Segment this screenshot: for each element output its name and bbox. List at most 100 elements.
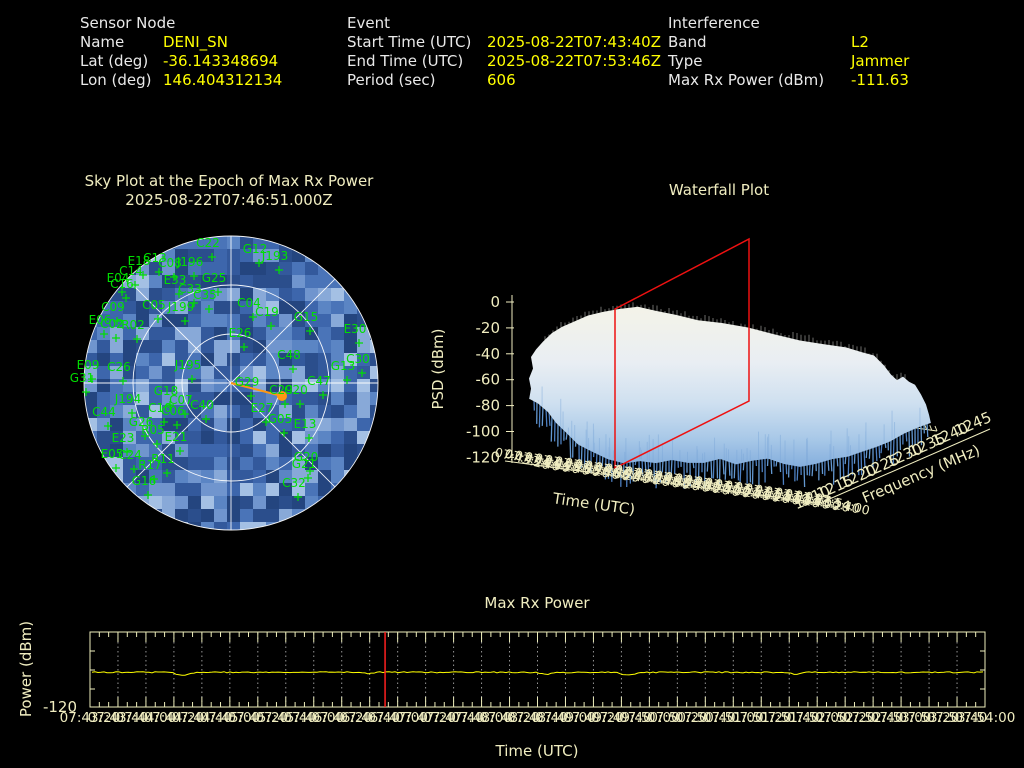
svg-text:07:46:40: 07:46:40: [339, 710, 400, 726]
svg-text:J196: J196: [176, 255, 203, 269]
svg-text:07:53:20: 07:53:20: [899, 710, 960, 726]
jammer-bearing-line: [230, 382, 283, 397]
svg-text:G16: G16: [132, 474, 157, 488]
svg-text:E13: E13: [294, 417, 317, 431]
satellite-C02: C02: [100, 317, 124, 342]
svg-text:07:47:40: 07:47:40: [423, 710, 484, 726]
svg-text:C02: C02: [100, 317, 124, 331]
sensor-node-title: Sensor Node: [80, 14, 176, 32]
satellite-G18: G18: [154, 384, 179, 409]
svg-text:07:45:40: 07:45:40: [255, 710, 316, 726]
svg-text:E09: E09: [77, 358, 100, 372]
svg-text:R02: R02: [121, 318, 145, 332]
svg-text:07:50:00: 07:50:00: [619, 710, 680, 726]
svg-text:E30: E30: [344, 322, 367, 336]
power-plot-graphic: 07:43:2007:43:4007:44:0007:44:2007:44:40…: [60, 631, 1016, 726]
svg-text:G18: G18: [154, 384, 179, 398]
svg-text:C24: C24: [118, 448, 142, 462]
svg-text:G13: G13: [331, 359, 356, 373]
satellite-R02: R02: [121, 318, 145, 343]
satellite-C19: C19: [255, 305, 279, 330]
svg-text:C47: C47: [307, 374, 331, 388]
svg-text:G20: G20: [294, 450, 319, 464]
sky-grid: [83, 235, 379, 531]
svg-text:G15: G15: [294, 310, 319, 324]
waterfall-title: Waterfall Plot: [668, 181, 770, 199]
svg-text:0: 0: [490, 293, 500, 311]
svg-text:E04: E04: [107, 271, 130, 285]
svg-text:07:52:40: 07:52:40: [843, 710, 904, 726]
satellite-C08: C08: [158, 256, 182, 281]
jammer-marker-dot: [277, 391, 287, 401]
svg-text:-100: -100: [466, 423, 500, 441]
svg-text:G26: G26: [129, 415, 154, 429]
satellite-C26: C26: [107, 360, 131, 385]
svg-text:-80: -80: [476, 397, 501, 415]
satellite-C29: C29: [269, 383, 293, 408]
svg-text:07:44:00: 07:44:00: [116, 710, 177, 726]
event-end-value: 2025-08-22T07:53:46Z: [487, 52, 661, 70]
waterfall-time-tick-labels: 07:43:2007:43:4007:44:0007:44:2007:44:40…: [493, 444, 871, 518]
interference-panel: Interference Band L2 Type Jammer Max Rx …: [668, 14, 909, 90]
satellite-J194: J194: [114, 392, 141, 417]
svg-text:C40: C40: [190, 398, 214, 412]
satellite-C09: C09: [101, 300, 125, 325]
svg-text:C16: C16: [110, 277, 134, 291]
svg-text:C35: C35: [193, 288, 217, 302]
satellite-C24: C24: [118, 448, 142, 473]
sensor-name-label: Name: [80, 33, 125, 51]
satellite-C47: C47: [307, 374, 331, 399]
svg-text:07:50:20: 07:50:20: [647, 710, 708, 726]
satellite-G12: G12: [243, 242, 267, 267]
waterfall-time-axis: [504, 460, 821, 504]
satellite-G15: G15: [294, 310, 319, 335]
svg-text:C10: C10: [148, 401, 172, 415]
svg-text:07:50:40: 07:50:40: [675, 710, 736, 726]
sensor-name-row: Name DENI_SN: [80, 33, 228, 52]
svg-text:07:43:20: 07:43:20: [60, 710, 121, 726]
satellite-C05: C05: [142, 298, 166, 323]
svg-text:1245: 1245: [952, 408, 994, 439]
svg-text:E27: E27: [251, 401, 274, 415]
svg-text:R05: R05: [141, 423, 165, 437]
svg-text:C48: C48: [277, 348, 301, 362]
svg-text:G29: G29: [235, 375, 260, 389]
satellite-C32: C32: [282, 476, 306, 501]
svg-text:07:46:20: 07:46:20: [311, 710, 372, 726]
svg-text:07:49:40: 07:49:40: [591, 710, 652, 726]
event-end-row: End Time (UTC) 2025-08-22T07:53:46Z: [347, 52, 661, 71]
power-time-tick-labels: 07:43:2007:43:4007:44:0007:44:2007:44:40…: [60, 710, 1016, 726]
satellite-E30: E30: [344, 322, 367, 347]
svg-text:E05: E05: [101, 447, 124, 461]
svg-text:J195: J195: [174, 358, 201, 372]
svg-text:07:48:40: 07:48:40: [507, 710, 568, 726]
svg-text:07:46:00: 07:46:00: [283, 710, 344, 726]
satellite-C20: C20: [284, 383, 308, 408]
satellite-J195: J195: [174, 358, 201, 383]
svg-text:07:44:40: 07:44:40: [172, 710, 233, 726]
svg-text:07:48:00: 07:48:00: [451, 710, 512, 726]
interference-power-label: Max Rx Power (dBm): [668, 71, 825, 89]
svg-text:E23: E23: [112, 431, 135, 445]
interference-power-value: -111.63: [851, 71, 909, 89]
satellite-E13: E13: [294, 417, 317, 442]
interference-type-label: Type: [668, 52, 703, 70]
satellite-C30: C30: [346, 352, 370, 377]
satellite-E26: E26: [229, 326, 251, 351]
waterfall-graphic: 0 -20 -40 -60 -80 -100 -12007:43:2007:43:4007:…: [466, 237, 994, 518]
svg-text:C19: C19: [255, 305, 279, 319]
interference-band-label: Band: [668, 33, 707, 51]
power-plot-border: [89, 631, 986, 708]
satellite-J193: J193: [261, 249, 288, 274]
svg-text:C33: C33: [178, 282, 202, 296]
satellite-G31: G31: [70, 371, 94, 396]
svg-text:C07: C07: [169, 393, 193, 407]
svg-text:07:52:00: 07:52:00: [787, 710, 848, 726]
satellite-C33: C33: [178, 282, 202, 307]
satellite-G05: G05: [268, 412, 292, 437]
jammer-band-box: [614, 237, 750, 470]
interference-power-row: Max Rx Power (dBm) -111.63: [668, 71, 909, 90]
satellite-C48: C48: [277, 348, 301, 373]
